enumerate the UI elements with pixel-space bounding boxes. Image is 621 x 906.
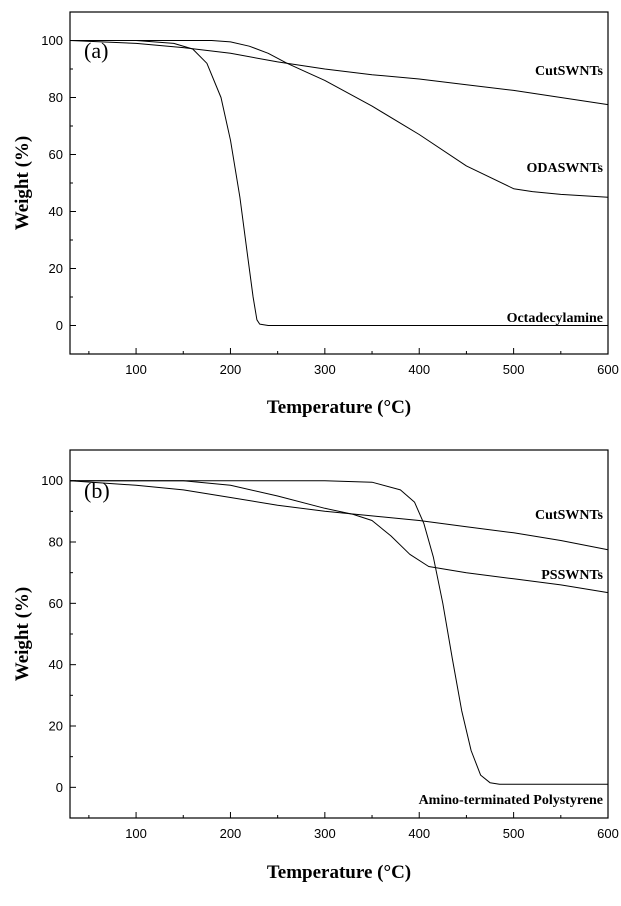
y-tick-label: 80 — [49, 90, 63, 105]
series-line-amino-terminated-polystyrene — [70, 480, 608, 785]
panel-a: 0 20 40 60 80 100 100 200 300 400 500 600 (a) CutS… — [12, 11, 619, 418]
y-tick-label: 40 — [49, 204, 63, 219]
series-line-psswnts — [70, 480, 609, 594]
y-tick-label: 0 — [56, 318, 63, 333]
series-line-octadecylamine — [70, 40, 608, 326]
x-tick-label: 300 — [314, 362, 336, 377]
x-tick-label: 600 — [597, 826, 619, 841]
x-ticks: 100 200 300 400 500 600 — [88, 812, 619, 841]
x-tick-label: 100 — [125, 826, 147, 841]
x-axis-title: Temperature (°C) — [267, 862, 411, 883]
x-axis-title: Temperature (°C) — [267, 397, 411, 418]
y-tick-label: 100 — [41, 33, 63, 48]
panel-label: (a) — [84, 38, 108, 63]
panel-label: (b) — [84, 478, 110, 503]
series-label-cutswnts: CutSWNTs — [535, 64, 604, 79]
x-tick-label: 200 — [220, 362, 242, 377]
x-tick-label: 400 — [408, 362, 430, 377]
y-axis-title: Weight (%) — [12, 587, 33, 681]
x-tick-label: 500 — [503, 826, 525, 841]
y-tick-label: 20 — [49, 261, 63, 276]
series-label-octadecylamine: Octadecylamine — [507, 311, 603, 326]
x-tick-label: 500 — [503, 362, 525, 377]
plot-frame — [69, 11, 609, 355]
x-tick-label: 300 — [314, 826, 336, 841]
series-line-cutswnts — [69, 480, 609, 551]
y-tick-label: 60 — [49, 147, 63, 162]
x-tick-label: 600 — [597, 362, 619, 377]
y-tick-label: 60 — [49, 596, 63, 611]
series-group — [69, 40, 609, 326]
plot-frame — [69, 449, 609, 819]
x-tick-label: 400 — [408, 826, 430, 841]
x-ticks: 100 200 300 400 500 600 — [88, 348, 619, 377]
series-line-odaswnts — [70, 40, 609, 198]
panel-b: 0 20 40 60 80 100 100 200 300 400 500 600 (b) CutS… — [12, 449, 619, 883]
series-label-cutswnts: CutSWNTs — [535, 508, 604, 523]
series-label-odaswnts: ODASWNTs — [526, 161, 603, 176]
series-label-psswnts: PSSWNTs — [541, 568, 603, 583]
y-tick-label: 0 — [56, 780, 63, 795]
y-tick-label: 80 — [49, 535, 63, 550]
series-line-cutswnts — [69, 40, 609, 106]
y-tick-label: 100 — [41, 473, 63, 488]
x-tick-label: 100 — [125, 362, 147, 377]
y-ticks: 0 20 40 60 80 100 — [41, 11, 76, 355]
y-tick-label: 20 — [49, 719, 63, 734]
y-ticks: 0 20 40 60 80 100 — [41, 449, 76, 819]
x-tick-label: 200 — [220, 826, 242, 841]
series-group — [69, 480, 609, 785]
y-axis-title: Weight (%) — [12, 136, 33, 230]
series-label-amino-terminated-polystyrene: Amino-terminated Polystyrene — [419, 793, 603, 808]
y-tick-label: 40 — [49, 657, 63, 672]
